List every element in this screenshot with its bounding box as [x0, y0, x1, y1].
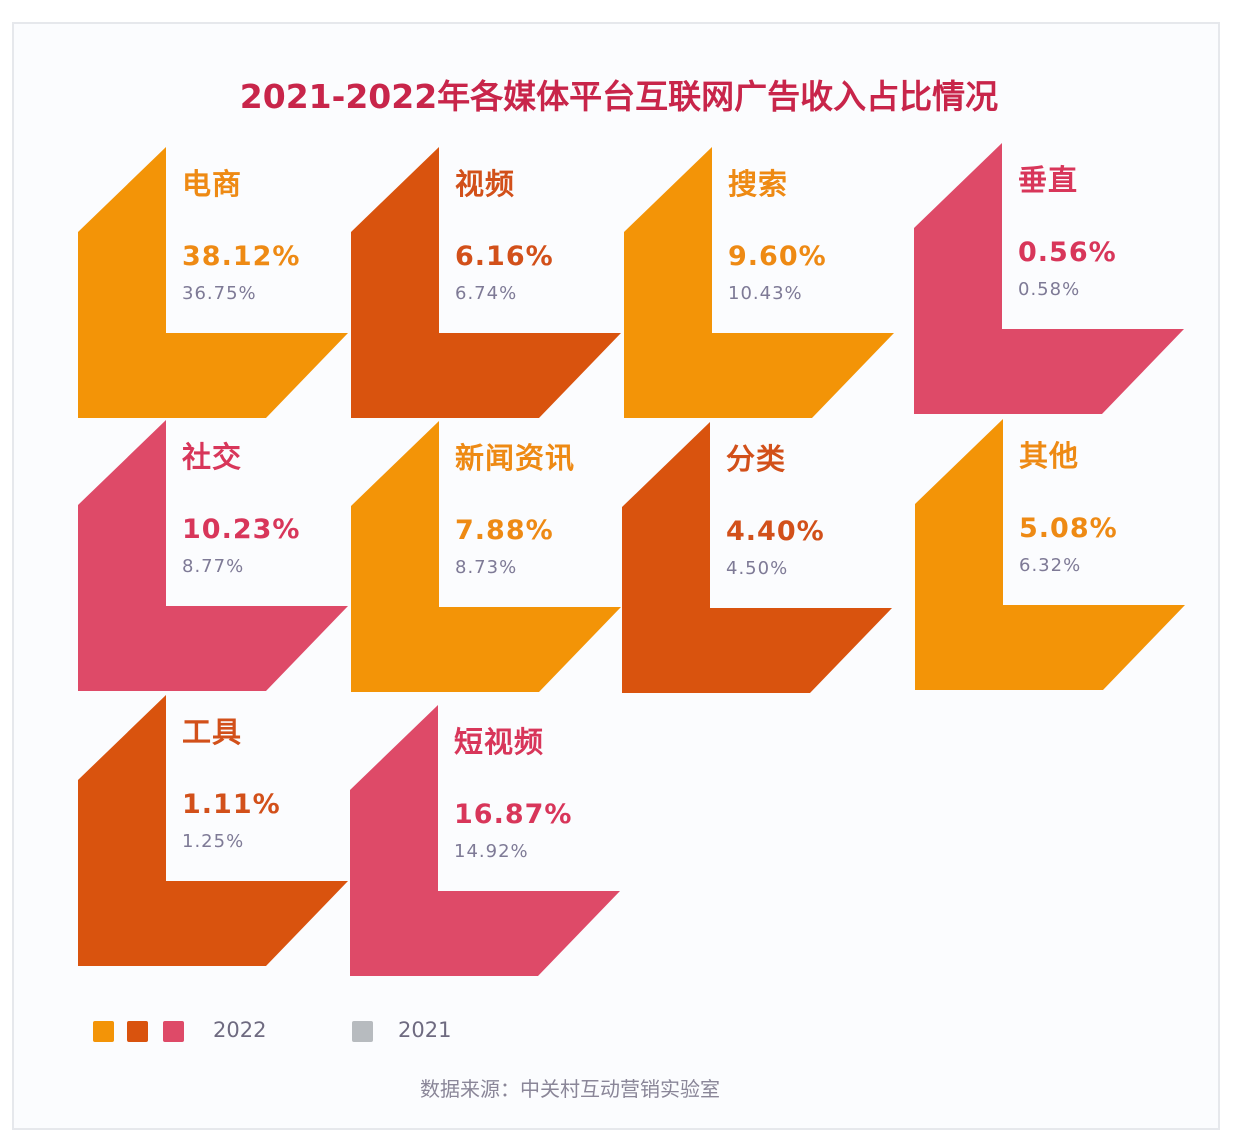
category-card: 短视频 16.87% 14.92%	[350, 705, 622, 977]
category-card: 社交 10.23% 8.77%	[78, 420, 350, 692]
category-label: 电商	[182, 167, 243, 201]
category-card: 其他 5.08% 6.32%	[915, 419, 1187, 691]
category-label: 搜索	[728, 167, 789, 201]
category-card: 电商 38.12% 36.75%	[78, 147, 350, 419]
value-2021: 8.73%	[455, 557, 518, 578]
l-shape-icon	[78, 147, 348, 418]
category-label: 新闻资讯	[455, 441, 576, 475]
category-card: 分类 4.40% 4.50%	[622, 422, 894, 694]
value-2022: 1.11%	[182, 789, 281, 820]
value-2022: 4.40%	[726, 516, 825, 547]
legend-swatch-2022-pink	[163, 1021, 184, 1042]
value-2022: 9.60%	[728, 241, 827, 272]
value-2021: 36.75%	[182, 283, 257, 304]
data-source-note: 数据来源：中关村互动营销实验室	[420, 1077, 720, 1101]
category-card: 视频 6.16% 6.74%	[351, 147, 623, 419]
l-shape-icon	[915, 419, 1185, 690]
value-2022: 38.12%	[182, 241, 301, 272]
category-card: 工具 1.11% 1.25%	[78, 695, 350, 967]
l-shape-icon	[351, 147, 621, 418]
legend-label-2021: 2021	[398, 1018, 452, 1042]
category-label: 视频	[455, 167, 516, 201]
value-2021: 10.43%	[728, 283, 803, 304]
l-shape-icon	[78, 695, 348, 966]
chart-title: 2021-2022年各媒体平台互联网广告收入占比情况	[239, 77, 999, 116]
value-2022: 6.16%	[455, 241, 554, 272]
value-2022: 10.23%	[182, 514, 301, 545]
legend-swatch-2022-dark-orange	[127, 1021, 148, 1042]
legend-label-2022: 2022	[213, 1018, 267, 1042]
category-card: 垂直 0.56% 0.58%	[914, 143, 1186, 415]
category-label: 其他	[1019, 439, 1080, 473]
category-card: 搜索 9.60% 10.43%	[624, 147, 896, 419]
value-2021: 8.77%	[182, 556, 245, 577]
value-2021: 4.50%	[726, 558, 789, 579]
l-shape-icon	[622, 422, 892, 693]
l-shape-icon	[624, 147, 894, 418]
category-label: 垂直	[1018, 163, 1079, 197]
l-shape-icon	[351, 421, 621, 692]
l-shape-icon	[914, 143, 1184, 414]
category-label: 短视频	[454, 725, 545, 759]
legend-swatch-2021-gray	[352, 1021, 373, 1042]
value-2021: 0.58%	[1018, 279, 1081, 300]
category-label: 分类	[726, 442, 787, 476]
value-2022: 0.56%	[1018, 237, 1117, 268]
value-2021: 1.25%	[182, 831, 245, 852]
category-label: 工具	[182, 715, 243, 749]
value-2021: 6.74%	[455, 283, 518, 304]
category-label: 社交	[182, 440, 243, 474]
legend-swatch-2022-orange	[93, 1021, 114, 1042]
value-2021: 14.92%	[454, 841, 529, 862]
category-card: 新闻资讯 7.88% 8.73%	[351, 421, 623, 693]
value-2022: 7.88%	[455, 515, 554, 546]
l-shape-icon	[350, 705, 620, 976]
value-2022: 5.08%	[1019, 513, 1118, 544]
value-2021: 6.32%	[1019, 555, 1082, 576]
value-2022: 16.87%	[454, 799, 573, 830]
l-shape-icon	[78, 420, 348, 691]
